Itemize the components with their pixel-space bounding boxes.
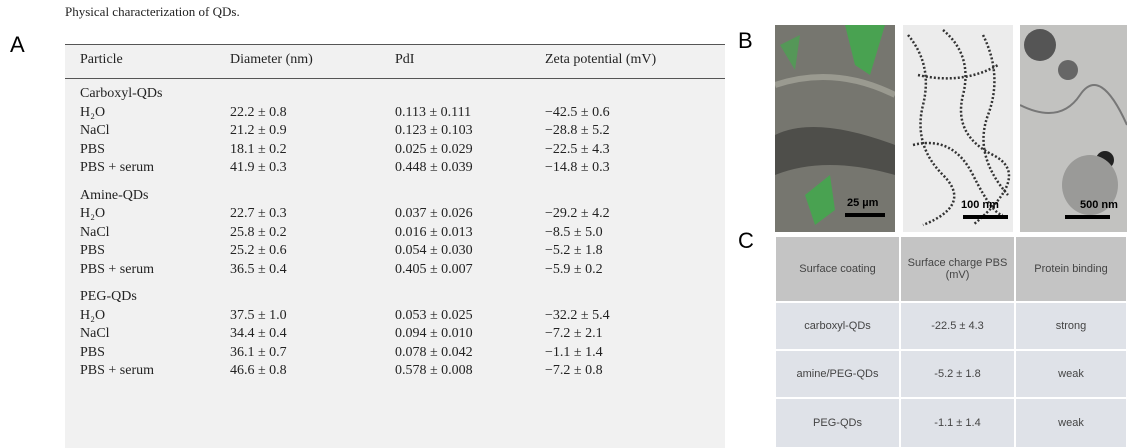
- cell: PBS + serum: [80, 262, 154, 278]
- cell: −22.5 ± 4.3: [545, 142, 610, 158]
- column-header: Particle: [80, 52, 123, 68]
- column-header: Zeta potential (mV): [545, 52, 656, 68]
- cell: 22.7 ± 0.3: [230, 206, 287, 222]
- micrograph: 500 nm: [1020, 25, 1127, 232]
- micrograph: 100 nm: [903, 25, 1013, 232]
- cell: 36.1 ± 0.7: [230, 345, 287, 361]
- cell: NaCl: [80, 225, 110, 241]
- cell: PEG-QDs: [775, 398, 900, 448]
- cell: 41.9 ± 0.3: [230, 160, 287, 176]
- cell: 37.5 ± 1.0: [230, 308, 287, 324]
- cell: 21.2 ± 0.9: [230, 123, 287, 139]
- cell: -22.5 ± 4.3: [900, 302, 1015, 350]
- column-header: PdI: [395, 52, 414, 68]
- panel-label: C: [738, 228, 754, 254]
- cell: 0.054 ± 0.030: [395, 243, 473, 259]
- cell: 0.405 ± 0.007: [395, 262, 473, 278]
- cell: PBS + serum: [80, 160, 154, 176]
- cell: H₂O: [80, 308, 105, 324]
- micrograph: 25 µm: [775, 25, 895, 232]
- cell: 0.123 ± 0.103: [395, 123, 473, 139]
- cell: PBS: [80, 142, 105, 158]
- cell: −29.2 ± 4.2: [545, 206, 610, 222]
- cell: PBS: [80, 243, 105, 259]
- cell: weak: [1015, 350, 1127, 398]
- cell: 0.053 ± 0.025: [395, 308, 473, 324]
- cell: 34.4 ± 0.4: [230, 326, 287, 342]
- group-name: Carboxyl-QDs: [80, 86, 162, 102]
- cell: carboxyl-QDs: [775, 302, 900, 350]
- cell: 0.113 ± 0.111: [395, 105, 471, 121]
- cell: −14.8 ± 0.3: [545, 160, 610, 176]
- cell: -1.1 ± 1.4: [900, 398, 1015, 448]
- cell: 0.078 ± 0.042: [395, 345, 473, 361]
- cell: 46.6 ± 0.8: [230, 363, 287, 379]
- panel-label: A: [10, 32, 25, 58]
- scale-label: 500 nm: [1080, 199, 1118, 211]
- cell: H₂O: [80, 206, 105, 222]
- cell: 22.2 ± 0.8: [230, 105, 287, 121]
- cell: NaCl: [80, 326, 110, 342]
- rule: [65, 78, 725, 79]
- cell: 0.448 ± 0.039: [395, 160, 473, 176]
- cell: PBS: [80, 345, 105, 361]
- cell: −7.2 ± 0.8: [545, 363, 603, 379]
- cell: -5.2 ± 1.8: [900, 350, 1015, 398]
- table-title: Physical characterization of QDs.: [65, 4, 240, 20]
- cell: −7.2 ± 2.1: [545, 326, 603, 342]
- cell: 0.578 ± 0.008: [395, 363, 473, 379]
- cell: 0.094 ± 0.010: [395, 326, 473, 342]
- column-header: Surface coating: [775, 236, 900, 302]
- cell: −5.2 ± 1.8: [545, 243, 603, 259]
- cell: 0.025 ± 0.029: [395, 142, 473, 158]
- cell: PBS + serum: [80, 363, 154, 379]
- column-header: Diameter (nm): [230, 52, 313, 68]
- group-name: Amine-QDs: [80, 188, 148, 204]
- cell: −5.9 ± 0.2: [545, 262, 603, 278]
- cell: −28.8 ± 5.2: [545, 123, 610, 139]
- figure: A B C Physical characterization of QDs. …: [0, 0, 1127, 448]
- cell: amine/PEG-QDs: [775, 350, 900, 398]
- cell: −8.5 ± 5.0: [545, 225, 603, 241]
- cell: NaCl: [80, 123, 110, 139]
- column-header: Protein binding: [1015, 236, 1127, 302]
- scale-label: 25 µm: [847, 197, 878, 209]
- group-name: PEG-QDs: [80, 289, 137, 305]
- panel-label: B: [738, 28, 753, 54]
- cell: −1.1 ± 1.4: [545, 345, 603, 361]
- scale-label: 100 nm: [961, 199, 999, 211]
- cell: 0.037 ± 0.026: [395, 206, 473, 222]
- cell: 0.016 ± 0.013: [395, 225, 473, 241]
- cell: 25.2 ± 0.6: [230, 243, 287, 259]
- cell: H₂O: [80, 105, 105, 121]
- cell: −42.5 ± 0.6: [545, 105, 610, 121]
- cell: weak: [1015, 398, 1127, 448]
- cell: strong: [1015, 302, 1127, 350]
- cell: 25.8 ± 0.2: [230, 225, 287, 241]
- cell: 18.1 ± 0.2: [230, 142, 287, 158]
- cell: 36.5 ± 0.4: [230, 262, 287, 278]
- cell: −32.2 ± 5.4: [545, 308, 610, 324]
- column-header: Surface charge PBS (mV): [900, 236, 1015, 302]
- table-a: Physical characterization of QDs. Partic…: [65, 0, 725, 448]
